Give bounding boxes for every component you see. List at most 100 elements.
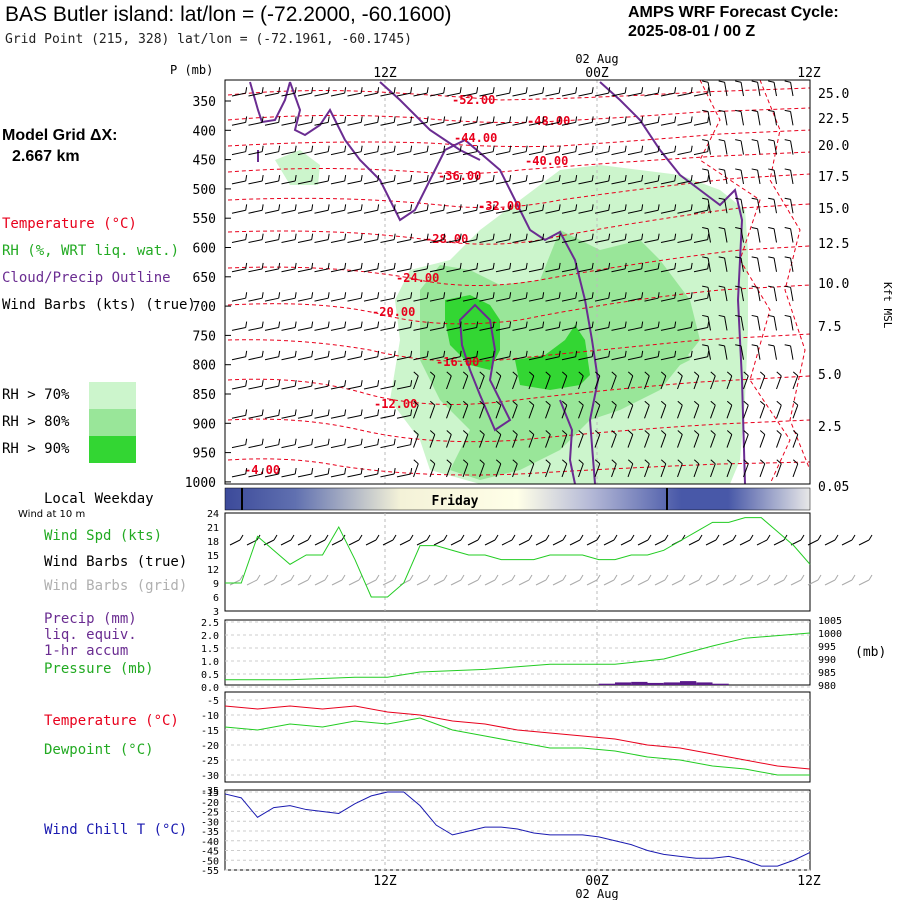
wind-barb xyxy=(248,467,264,478)
barb-flag xyxy=(707,350,710,357)
barb-staff xyxy=(644,121,659,126)
wind-barb xyxy=(718,256,728,272)
y2-tick-label: 985 xyxy=(818,668,836,679)
wind-barb xyxy=(611,233,627,243)
barb-staff xyxy=(380,121,395,126)
barb-flag xyxy=(393,145,396,152)
barb-staff xyxy=(586,579,598,586)
wind-barb xyxy=(751,139,761,155)
wind-barb xyxy=(561,350,578,361)
barb-flag xyxy=(578,400,584,406)
barb-flag xyxy=(377,233,380,240)
wind-speed-label: Wind Spd (kts) xyxy=(44,528,163,544)
wind-barb xyxy=(627,400,634,419)
wind-barb xyxy=(462,262,479,273)
barb-staff xyxy=(363,180,378,185)
barb-flag xyxy=(707,262,710,269)
barb-flag xyxy=(327,438,330,445)
barb-flag xyxy=(664,574,669,581)
wind-barb xyxy=(792,430,799,448)
wind-barb-true xyxy=(705,534,720,546)
wind-barb xyxy=(660,233,677,243)
barb-flag xyxy=(674,233,677,240)
barb-flag xyxy=(278,233,281,240)
wind-barb xyxy=(264,292,281,302)
barb-staff xyxy=(677,121,692,126)
wind-barb xyxy=(644,350,660,361)
barb-staff xyxy=(528,375,535,390)
barb-staff xyxy=(462,180,477,185)
wind-barb xyxy=(784,80,794,97)
barb-staff xyxy=(429,121,444,126)
barb-flag xyxy=(511,574,516,581)
wind-barb-grid xyxy=(552,574,567,586)
wind-barb xyxy=(396,350,413,361)
barb-flag xyxy=(245,409,248,416)
barb-staff xyxy=(677,151,692,156)
barb-staff xyxy=(281,121,296,126)
y-tick-label: -10 xyxy=(201,711,219,722)
wind-barb xyxy=(479,174,495,185)
barb-staff xyxy=(248,209,263,214)
wind-barb xyxy=(677,233,693,243)
barb-staff xyxy=(545,356,560,361)
barb-staff xyxy=(594,92,609,97)
rh-swatch-80 xyxy=(89,409,136,436)
wind-barb xyxy=(660,321,677,331)
wind-barb xyxy=(462,87,479,97)
barb-staff xyxy=(776,463,782,478)
barb-flag xyxy=(660,459,667,465)
barb-staff xyxy=(246,539,258,546)
barb-flag xyxy=(278,409,281,416)
wind-barb xyxy=(264,233,281,243)
barb-staff xyxy=(627,463,634,478)
barb-staff xyxy=(627,404,634,419)
wind-barb xyxy=(264,145,281,156)
barb-staff xyxy=(611,463,617,478)
barb-flag xyxy=(784,285,791,288)
wind-barb xyxy=(446,204,462,214)
barb-staff xyxy=(248,444,263,449)
wind-barb xyxy=(735,109,744,126)
barb-staff xyxy=(611,297,626,302)
barb-flag xyxy=(690,233,693,240)
wind-barb xyxy=(446,262,462,273)
barb-staff xyxy=(380,297,395,302)
wind-barb xyxy=(594,174,611,185)
barb-flag xyxy=(273,534,278,541)
y-tick-label: -40 xyxy=(201,837,219,848)
barb-staff xyxy=(594,463,601,478)
barb-flag xyxy=(627,400,634,406)
barb-flag xyxy=(674,145,677,152)
wind-barb-true xyxy=(603,534,618,546)
barb-flag xyxy=(459,262,462,269)
barb-staff xyxy=(450,539,462,546)
barb-flag xyxy=(641,262,644,269)
wind-barb xyxy=(768,80,777,97)
wind-barb-true xyxy=(586,534,601,546)
temp-label: -44.00 xyxy=(454,131,497,145)
barb-staff xyxy=(512,92,527,97)
barb-staff xyxy=(396,414,411,419)
barb-staff xyxy=(429,463,436,478)
barb-flag xyxy=(377,174,380,182)
wind-barb xyxy=(281,87,297,97)
wind-barb xyxy=(512,459,518,478)
barb-staff xyxy=(246,579,258,586)
wind-barb xyxy=(479,459,485,478)
barb-flag xyxy=(443,145,446,152)
barb-flag xyxy=(792,400,799,406)
barb-flag xyxy=(278,145,281,152)
barb-staff xyxy=(740,170,744,184)
precip-bar xyxy=(696,682,713,685)
barb-staff xyxy=(627,239,642,243)
barb-flag xyxy=(344,438,347,445)
barb-staff xyxy=(724,228,728,243)
barb-flag xyxy=(657,292,660,299)
barb-staff xyxy=(773,82,777,97)
barb-flag xyxy=(492,321,495,328)
wind-barb xyxy=(528,262,545,273)
wind-barb xyxy=(512,350,528,361)
wind-barb xyxy=(495,145,512,156)
wind-barb xyxy=(248,350,264,361)
